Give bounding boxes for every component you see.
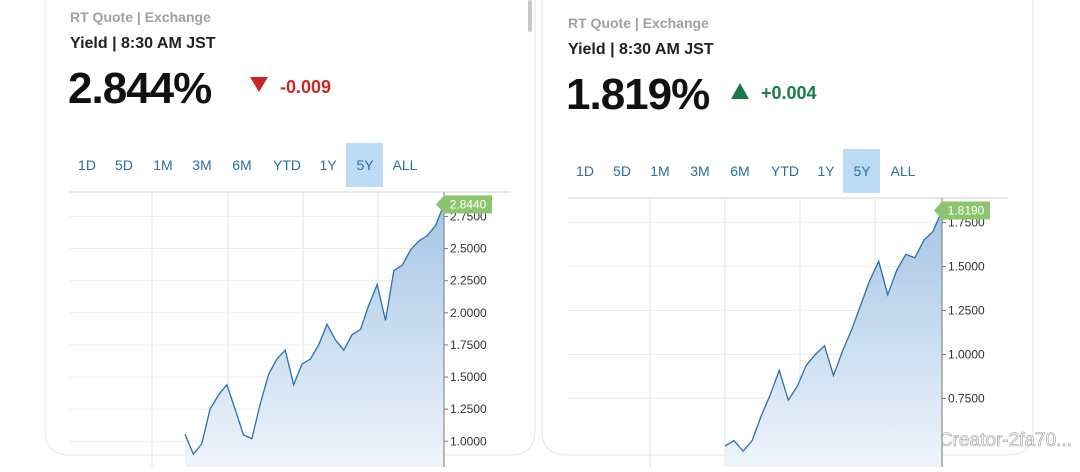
y-tick-label: 0.7500 (948, 391, 985, 405)
range-button[interactable]: ALL (393, 157, 418, 173)
line (184, 204, 444, 456)
change: +0.004 (761, 83, 817, 103)
range-button[interactable]: 5D (115, 157, 133, 173)
y-tick-label: 2.5000 (450, 242, 487, 256)
last-price: 1.819% (566, 70, 709, 119)
y-tick-label: 1.5000 (948, 260, 985, 274)
y-tick-label: 2.0000 (450, 306, 487, 320)
last-tag-label: 2.8440 (450, 197, 487, 211)
range-button[interactable]: 1M (650, 163, 669, 179)
last-tag (436, 195, 492, 214)
plot (724, 210, 942, 467)
area (185, 204, 444, 467)
range-button[interactable]: 6M (232, 157, 251, 173)
range-selected (346, 143, 383, 187)
quote-source: RT Quote | Exchange (568, 15, 709, 31)
change: -0.009 (280, 77, 331, 97)
range-button[interactable]: 1Y (817, 163, 835, 179)
range-button[interactable]: 1D (576, 163, 594, 179)
area (725, 210, 942, 467)
scrollbar (528, 0, 532, 32)
y-tick-label: 1.0000 (948, 347, 985, 361)
range-button[interactable]: YTD (273, 157, 301, 173)
range-button[interactable]: 5Y (356, 157, 374, 173)
y-tick-label: 1.7500 (450, 338, 487, 352)
change-arrow (250, 77, 268, 92)
change-arrow (731, 83, 749, 99)
plot (184, 204, 444, 467)
line (724, 210, 942, 453)
range-button[interactable]: 1D (78, 157, 96, 173)
last-tag (934, 201, 990, 220)
range-button[interactable]: 1M (153, 157, 172, 173)
range-selected (843, 149, 880, 193)
range-button[interactable]: 5Y (853, 163, 871, 179)
range-button[interactable]: YTD (771, 163, 799, 179)
range-button[interactable]: 3M (690, 163, 709, 179)
y-tick-label: 2.2500 (450, 274, 487, 288)
range-button[interactable]: 1Y (319, 157, 337, 173)
quote-label: Yield | 8:30 AM JST (70, 35, 216, 52)
last-price: 2.844% (68, 64, 211, 113)
y-tick-label: 1.2500 (948, 304, 985, 318)
last-tag-label: 1.8190 (948, 203, 985, 217)
y-tick-label: 1.0000 (450, 434, 487, 448)
y-tick-label: 1.2500 (450, 402, 487, 416)
quote-label: Yield | 8:30 AM JST (568, 41, 714, 58)
y-tick-label: 1.5000 (450, 370, 487, 384)
range-button[interactable]: 3M (192, 157, 211, 173)
range-button[interactable]: 5D (613, 163, 631, 179)
quote-source: RT Quote | Exchange (70, 9, 211, 25)
range-button[interactable]: ALL (891, 163, 916, 179)
range-button[interactable]: 6M (730, 163, 749, 179)
